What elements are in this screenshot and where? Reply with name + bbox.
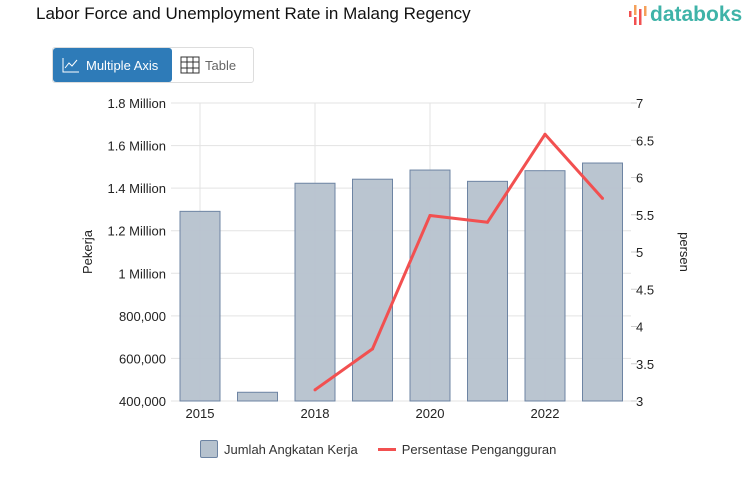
legend: Jumlah Angkatan Kerja Persentase Pengang… [200, 440, 556, 458]
line-point-2021 [486, 220, 489, 224]
y-left-tick-label: 800,000 [119, 309, 166, 324]
y-left-tick-label: 1.2 Million [107, 224, 166, 239]
line-point-2023 [601, 196, 604, 200]
line-point-2018 [313, 388, 317, 392]
x-tick-label: 2015 [186, 406, 215, 421]
bar-2021 [467, 180, 508, 402]
y-left-tick-label: 1.6 Million [107, 139, 166, 154]
y-right-tick-label: 5.5 [636, 208, 654, 223]
legend-label: Jumlah Angkatan Kerja [224, 441, 358, 457]
y-left-tick-label: 1.8 Million [107, 96, 166, 111]
y-right-tick-label: 3.5 [636, 357, 654, 372]
y-left-tick-label: 400,000 [119, 394, 166, 409]
y-right-tick-label: 3 [636, 394, 643, 409]
table-grid-icon [180, 56, 200, 74]
x-tick-label: 2022 [531, 406, 560, 421]
tab-label: Table [205, 57, 237, 73]
y-right-tick-label: 4 [636, 320, 643, 335]
y-right-axis-title: persen [677, 232, 692, 272]
bar-2019 [352, 178, 393, 402]
line-point-2020 [428, 213, 432, 217]
bar-2020 [409, 169, 451, 402]
view-tabs: Multiple Axis Table [52, 47, 254, 83]
bar-2018 [294, 182, 336, 402]
x-tick-label: 2020 [416, 406, 445, 421]
bar-2017 [237, 391, 278, 402]
chart-icon [62, 58, 79, 73]
tab-table[interactable]: Table [172, 48, 244, 82]
line-point-2022 [543, 132, 547, 136]
legend-item-bar[interactable]: Jumlah Angkatan Kerja [200, 440, 358, 458]
y-left-tick-label: 600,000 [119, 351, 166, 366]
legend-bar-swatch [200, 440, 218, 458]
logo-text: databoks [650, 3, 743, 26]
bar-2022 [524, 170, 566, 402]
logo-bars-icon [629, 5, 647, 25]
bar-2015 [179, 210, 221, 402]
unemployment-line [314, 132, 604, 392]
bar-2023 [582, 162, 623, 402]
legend-item-line[interactable]: Persentase Pengangguran [377, 441, 557, 457]
y-right-tick-label: 4.5 [636, 282, 654, 297]
legend-line-swatch [377, 447, 396, 451]
y-right-tick-label: 6 [636, 171, 643, 186]
chart-title: Labor Force and Unemployment Rate in Mal… [36, 4, 471, 23]
y-right-tick-label: 6.5 [636, 133, 654, 148]
line-point-2019 [371, 347, 374, 351]
y-right-tick-label: 7 [636, 96, 643, 111]
tab-label: Multiple Axis [86, 57, 159, 73]
y-right-tick-label: 5 [636, 245, 643, 260]
y-left-axis-title: Pekerja [80, 229, 95, 274]
tab-multiple-axis[interactable]: Multiple Axis [53, 48, 172, 82]
x-tick-label: 2018 [301, 406, 330, 421]
y-left-tick-label: 1.4 Million [107, 181, 166, 196]
y-left-tick-label: 1 Million [118, 266, 166, 281]
legend-label: Persentase Pengangguran [401, 441, 557, 457]
databoks-logo: databoks [628, 3, 742, 27]
